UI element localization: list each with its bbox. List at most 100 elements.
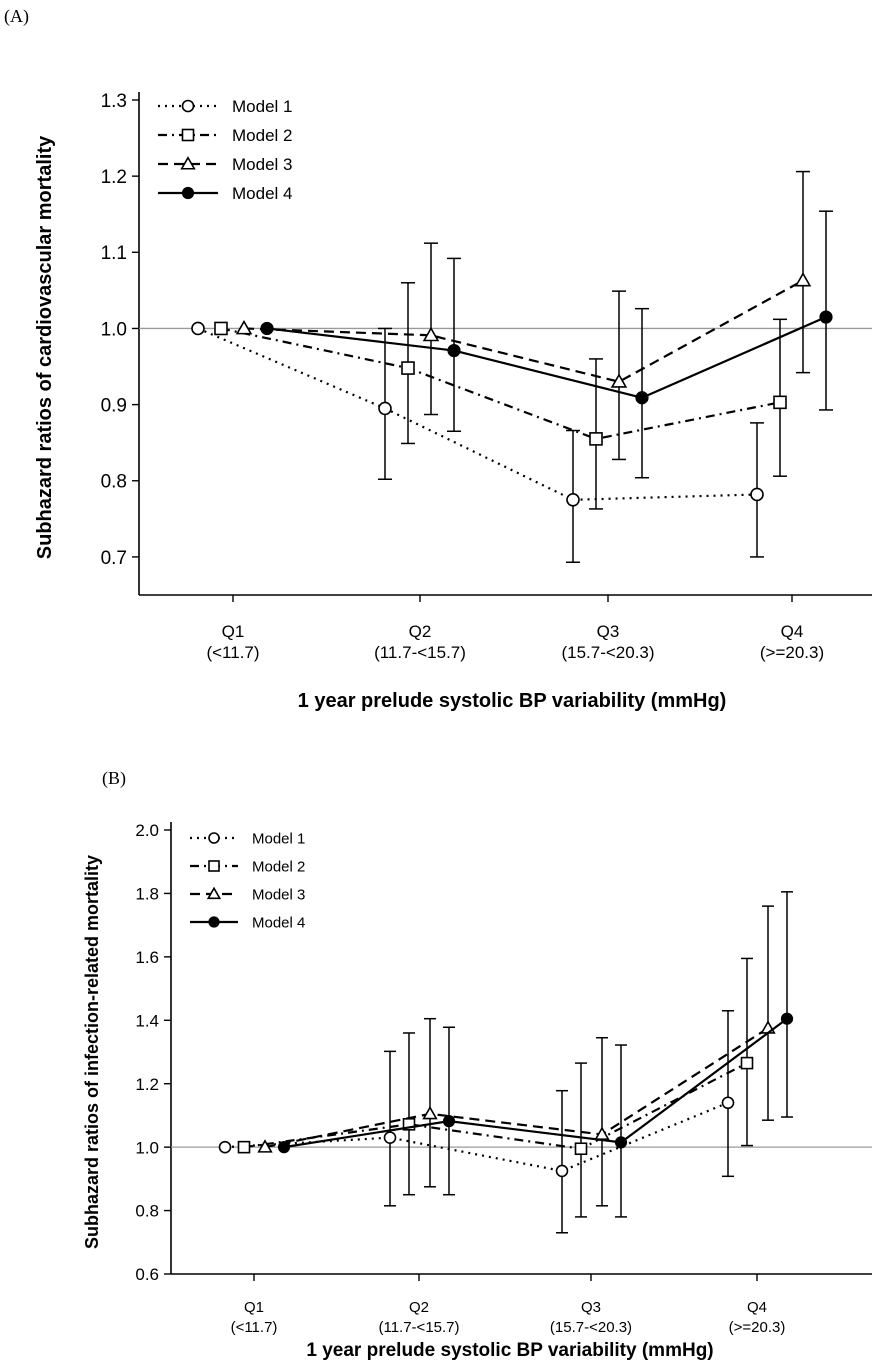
b-data-point xyxy=(257,1139,273,1153)
b-data-point xyxy=(614,1136,628,1149)
b-x-tick-label: Q1 xyxy=(244,1299,264,1316)
b-data-point xyxy=(740,1056,754,1070)
a-legend-marker xyxy=(181,99,195,113)
a-data-point xyxy=(378,401,392,416)
a-data-point xyxy=(794,271,812,287)
a-x-tick-range: (<11.7) xyxy=(206,643,259,662)
b-series-line xyxy=(243,1062,748,1150)
b-legend-label: Model 4 xyxy=(252,914,305,931)
b-data-point xyxy=(574,1142,588,1156)
chart-a-cardiovascular-mortality: 0.7 0.8 0.9 1.0 1.1 1.2 1.3 Q1 (<11.7) Q2 (11.7-<1… xyxy=(34,91,872,712)
a-data-point xyxy=(610,373,628,388)
b-data-point xyxy=(555,1164,569,1178)
b-y-tick-label: 2.0 xyxy=(135,821,159,840)
a-legend-item: Model 3 xyxy=(158,155,292,174)
b-data-point xyxy=(442,1115,456,1128)
a-series-line xyxy=(220,327,781,441)
a-data-point xyxy=(191,321,205,336)
b-y-tick-label: 0.6 xyxy=(135,1265,159,1284)
a-data-point xyxy=(422,326,440,342)
a-data-point xyxy=(819,310,833,324)
b-x-tick-label: Q3 xyxy=(581,1299,601,1316)
b-series-2 xyxy=(237,957,754,1218)
b-series-line xyxy=(264,1027,769,1149)
b-y-tick-label: 1.8 xyxy=(135,885,159,904)
a-series-line xyxy=(197,327,758,501)
b-data-point xyxy=(237,1140,251,1154)
b-x-tick-range: (<11.7) xyxy=(231,1319,278,1336)
b-data-point xyxy=(721,1096,735,1110)
a-x-tick-label: Q3 xyxy=(597,622,620,641)
a-series-2 xyxy=(214,282,787,510)
a-y-tick-label: 0.7 xyxy=(101,548,127,569)
b-x-tick-range: (>=20.3) xyxy=(729,1319,786,1336)
a-y-tick-label: 1.0 xyxy=(101,319,127,340)
b-x-tick-range: (11.7-<15.7) xyxy=(378,1319,459,1336)
b-legend-label: Model 2 xyxy=(252,858,305,875)
a-legend-item: Model 4 xyxy=(158,184,292,203)
a-legend-item: Model 1 xyxy=(158,97,292,116)
a-data-point xyxy=(750,487,764,502)
panel-a-label: (A) xyxy=(4,6,29,26)
a-data-point xyxy=(773,395,787,410)
a-series-line xyxy=(243,279,804,383)
a-legend-label: Model 2 xyxy=(232,126,292,145)
a-x-tick-label: Q2 xyxy=(409,622,432,641)
b-series-3 xyxy=(257,905,776,1207)
b-y-tick-label: 0.8 xyxy=(135,1202,159,1221)
a-data-point xyxy=(260,321,274,336)
b-x-axis-title: 1 year prelude systolic BP variability (… xyxy=(306,1340,713,1361)
b-x-tick-label: Q4 xyxy=(747,1299,767,1316)
a-data-point xyxy=(589,432,603,446)
panel-b-label: (B) xyxy=(102,768,126,788)
a-data-point xyxy=(214,321,228,336)
a-y-tick-label: 1.2 xyxy=(101,167,127,188)
a-legend-label: Model 4 xyxy=(232,184,292,203)
a-legend-marker xyxy=(181,186,195,200)
b-data-point xyxy=(780,1012,794,1025)
b-y-tick-label: 1.4 xyxy=(135,1011,159,1030)
b-plot: 0.6 0.8 1.0 1.2 1.4 1.6 1.8 2.0 Q1 (<11.7) Q2 (11.7… xyxy=(82,821,872,1361)
a-x-tick-range: (15.7-<20.3) xyxy=(561,643,654,662)
a-series-line xyxy=(266,316,827,399)
b-data-point xyxy=(218,1140,232,1154)
b-legend-item: Model 1 xyxy=(190,830,305,847)
a-legend-label: Model 3 xyxy=(232,155,292,174)
a-x-tick-range: (11.7-<15.7) xyxy=(374,643,466,662)
a-data-point xyxy=(235,319,253,335)
a-y-tick-label: 0.9 xyxy=(101,395,127,416)
b-y-tick-label: 1.6 xyxy=(135,948,159,967)
chart-b-infection-mortality: 0.6 0.8 1.0 1.2 1.4 1.6 1.8 2.0 Q1 (<11.7) Q2 (11.7… xyxy=(82,821,872,1361)
a-data-point xyxy=(447,343,461,358)
a-series-1 xyxy=(191,321,764,564)
b-data-point xyxy=(277,1141,291,1154)
a-legend-marker xyxy=(180,156,196,170)
b-legend-marker xyxy=(206,886,222,900)
a-x-tick-label: Q1 xyxy=(222,622,245,641)
b-data-point xyxy=(383,1131,397,1144)
a-legend-item: Model 2 xyxy=(158,126,292,145)
a-legend-marker xyxy=(181,128,195,142)
a-series-3 xyxy=(235,170,812,461)
a-y-tick-label: 1.1 xyxy=(101,243,127,264)
b-legend-item: Model 3 xyxy=(190,886,305,903)
b-series-line xyxy=(224,1101,729,1173)
b-data-point xyxy=(422,1105,438,1120)
b-legend-item: Model 4 xyxy=(190,914,305,931)
b-legend-label: Model 3 xyxy=(252,886,305,903)
a-y-tick-label: 0.8 xyxy=(101,472,127,493)
b-y-tick-label: 1.2 xyxy=(135,1075,159,1094)
a-x-tick-label: Q4 xyxy=(781,622,804,641)
a-data-point xyxy=(566,493,580,507)
a-y-axis-title: Subhazard ratios of cardiovascular morta… xyxy=(34,135,56,559)
b-series-4 xyxy=(277,891,794,1218)
b-legend-label: Model 1 xyxy=(252,830,305,847)
a-x-axis-title: 1 year prelude systolic BP variability (… xyxy=(298,690,727,712)
a-data-point xyxy=(401,361,415,375)
b-x-tick-range: (15.7-<20.3) xyxy=(550,1319,632,1336)
a-series-4 xyxy=(260,210,833,479)
a-y-tick-label: 1.3 xyxy=(101,91,127,112)
a-legend-label: Model 1 xyxy=(232,97,292,116)
b-legend-marker xyxy=(208,916,220,928)
b-legend-marker xyxy=(208,832,220,844)
